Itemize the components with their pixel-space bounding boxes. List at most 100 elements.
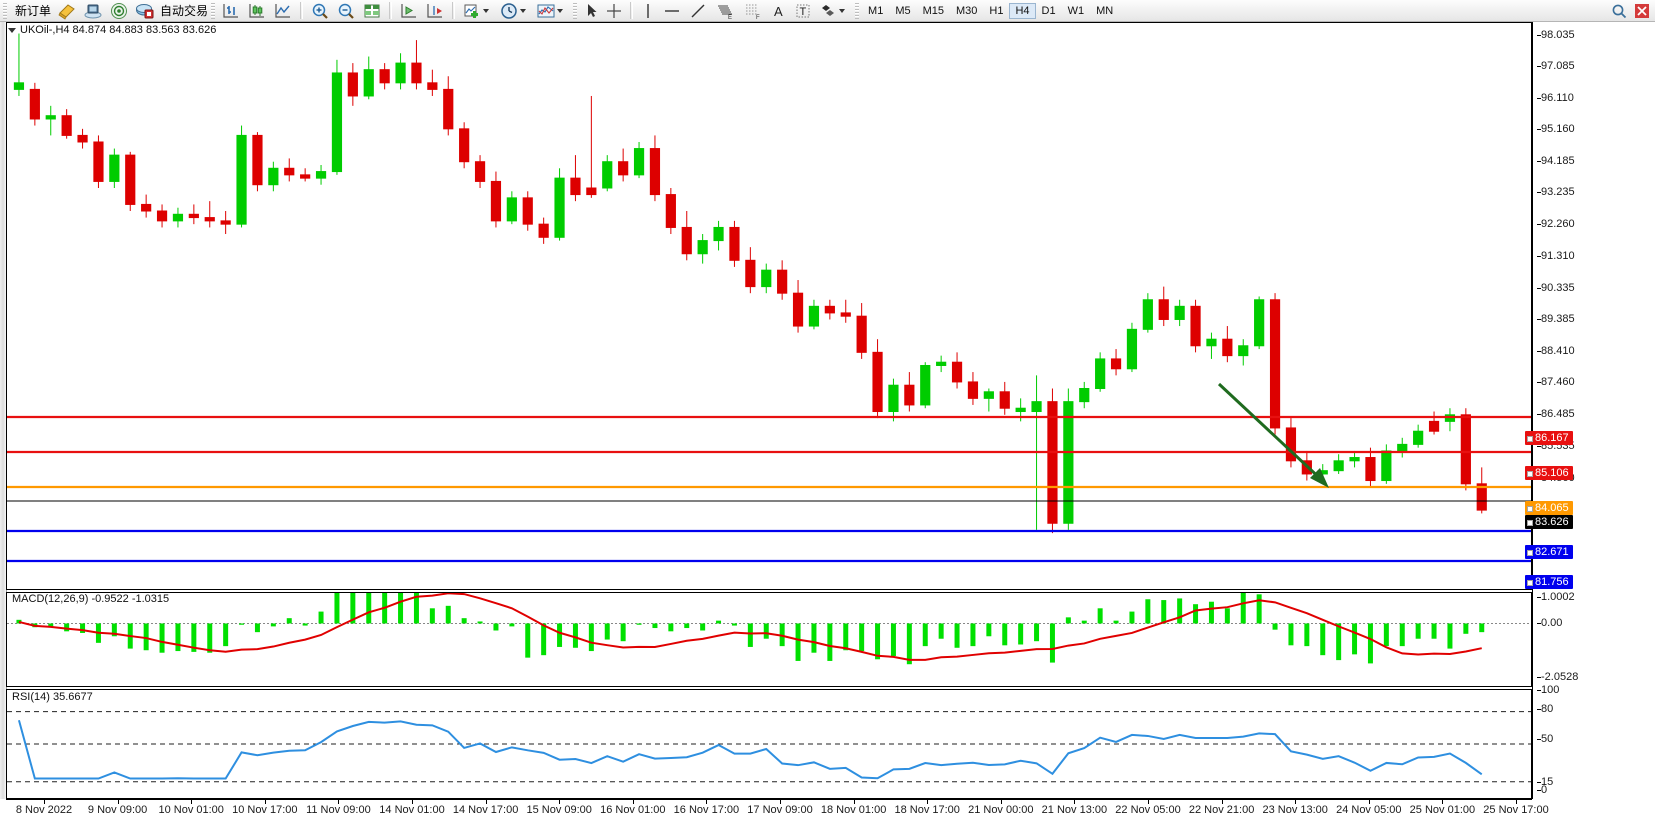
autotrade-label: 自动交易 (160, 4, 209, 18)
price-axis[interactable]: 98.035 97.085 96.110 95.160 94.185 93.235 92.2… (1525, 22, 1655, 799)
text-label-button[interactable]: A (767, 1, 791, 21)
macd-pane[interactable] (6, 592, 1532, 687)
auto-scroll-button[interactable] (422, 1, 448, 21)
rsi-tick: 0 (1536, 784, 1548, 796)
zoom-out-button[interactable] (333, 1, 359, 21)
toolbar-separator-3 (452, 2, 456, 19)
expert-advisor-button[interactable] (54, 1, 80, 21)
shapes-icon (822, 4, 835, 16)
timeframe-m15[interactable]: M15 (922, 4, 944, 17)
horizontal-line-button[interactable] (659, 1, 685, 21)
time-tick-label: 22 Nov 21:00 (1188, 804, 1255, 816)
time-tick-label: 21 Nov 13:00 (1041, 804, 1108, 816)
time-tick-mark (191, 800, 193, 804)
autotrade-button[interactable] (132, 1, 158, 21)
resistance-line-85106-label[interactable]: 85.106 (1525, 466, 1573, 480)
fibonacci-button[interactable]: E (711, 1, 739, 21)
indicators-dropdown-caret[interactable] (483, 8, 490, 13)
target-line-81756-label[interactable]: 81.756 (1525, 575, 1573, 589)
cursor-button[interactable] (580, 1, 602, 21)
macd-chart-svg (7, 593, 1531, 665)
drawing-tools-grip[interactable] (573, 2, 578, 19)
price-tick: 98.035 (1537, 28, 1575, 41)
time-axis[interactable]: 8 Nov 2022 9 Nov 09:00 10 Nov 01:00 10 Nov … (6, 799, 1549, 821)
tile-windows-button[interactable] (359, 1, 385, 21)
time-tick-mark (485, 800, 487, 804)
svg-text:E: E (728, 15, 732, 20)
main-toolbar: 新订单 自动交易 (0, 0, 1655, 22)
price-tick: 94.185 (1537, 155, 1575, 168)
time-tick-mark (338, 800, 340, 804)
zoom-out-icon (338, 3, 354, 19)
bar-chart-button[interactable] (218, 1, 244, 21)
timeframe-w1[interactable]: W1 (1067, 4, 1085, 17)
time-tick-label: 8 Nov 2022 (15, 804, 73, 816)
current-price-line-83626-label[interactable]: 83.626 (1525, 515, 1573, 529)
channel-button[interactable]: F (739, 1, 767, 21)
time-tick-mark (780, 800, 781, 804)
time-tick-label: 10 Nov 01:00 (158, 804, 224, 816)
chart-menu-triangle-icon[interactable] (8, 27, 16, 33)
shapes-button[interactable] (815, 1, 852, 21)
shift-end-button[interactable] (396, 1, 422, 21)
crosshair-icon (607, 3, 622, 18)
time-tick-mark (264, 800, 266, 804)
target-line-82671-label[interactable]: 82.671 (1525, 545, 1573, 559)
price-pane[interactable] (6, 22, 1532, 590)
period-clock-button[interactable] (496, 1, 533, 21)
search-button[interactable] (1607, 1, 1631, 21)
resistance-line-86167-label[interactable]: 86.167 (1525, 431, 1573, 445)
data-window-icon (84, 4, 102, 18)
line-chart-icon (275, 3, 291, 18)
time-tick-mark (1148, 800, 1149, 804)
signals-button[interactable] (106, 1, 132, 21)
macd-label: MACD(12,26,9) -0.9522 -1.0315 (12, 593, 170, 605)
timeframe-mn[interactable]: MN (1096, 4, 1114, 17)
timeframe-m30[interactable]: M30 (956, 4, 978, 17)
data-window-button[interactable] (80, 1, 106, 21)
time-tick-mark (44, 800, 45, 804)
trendline-button[interactable] (685, 1, 711, 21)
timeframes-grip[interactable] (855, 2, 860, 19)
price-tick: 93.235 (1537, 186, 1575, 199)
shapes-dropdown-caret[interactable] (839, 8, 846, 13)
zoom-in-button[interactable] (307, 1, 333, 21)
time-tick-mark (853, 800, 855, 804)
candlestick-chart-button[interactable] (244, 1, 270, 21)
chart-window[interactable]: UKOil-,H4 84.874 84.883 83.563 83.626 MA… (0, 22, 1655, 821)
text-label-icon: A (774, 4, 783, 19)
indicators-add-button[interactable] (459, 1, 496, 21)
svg-text:F: F (756, 15, 760, 20)
price-tick: 89.385 (1537, 312, 1575, 325)
rsi-chart-svg (7, 711, 1531, 783)
entry-line-84065-label[interactable]: 84.065 (1525, 501, 1573, 515)
indicators-add-icon (464, 4, 479, 18)
vertical-line-button[interactable] (637, 1, 659, 21)
toolbar-grip[interactable] (3, 2, 7, 19)
toolbar-separator-1 (300, 2, 304, 19)
period-dropdown-caret[interactable] (520, 8, 527, 13)
timeframe-d1[interactable]: D1 (1041, 4, 1056, 17)
close-button[interactable] (1631, 1, 1653, 21)
line-chart-button[interactable] (270, 1, 296, 21)
chart-type-grip[interactable] (211, 2, 216, 19)
candlestick-chart-icon (249, 3, 265, 18)
templates-dropdown-caret[interactable] (557, 8, 564, 13)
time-tick-mark (632, 800, 634, 804)
timeframe-m5[interactable]: M5 (895, 4, 911, 17)
time-tick-mark (559, 800, 561, 804)
timeframe-h4[interactable]: H4 (1009, 2, 1036, 19)
toolbar-right-group (1607, 0, 1653, 22)
templates-button[interactable] (533, 1, 570, 21)
time-tick-mark (412, 800, 413, 804)
timeframe-m1[interactable]: M1 (868, 4, 884, 17)
macd-tick: -2.0528 (1536, 671, 1579, 683)
rsi-pane[interactable] (6, 689, 1532, 799)
text-box-button[interactable]: T (791, 1, 815, 21)
time-tick-label: 16 Nov 17:00 (673, 804, 740, 816)
new-order-button[interactable]: 新订单 (10, 1, 54, 21)
price-tick: 91.310 (1537, 249, 1575, 262)
crosshair-button[interactable] (602, 1, 626, 21)
signals-icon (111, 2, 128, 19)
timeframe-h1[interactable]: H1 (989, 4, 1004, 17)
